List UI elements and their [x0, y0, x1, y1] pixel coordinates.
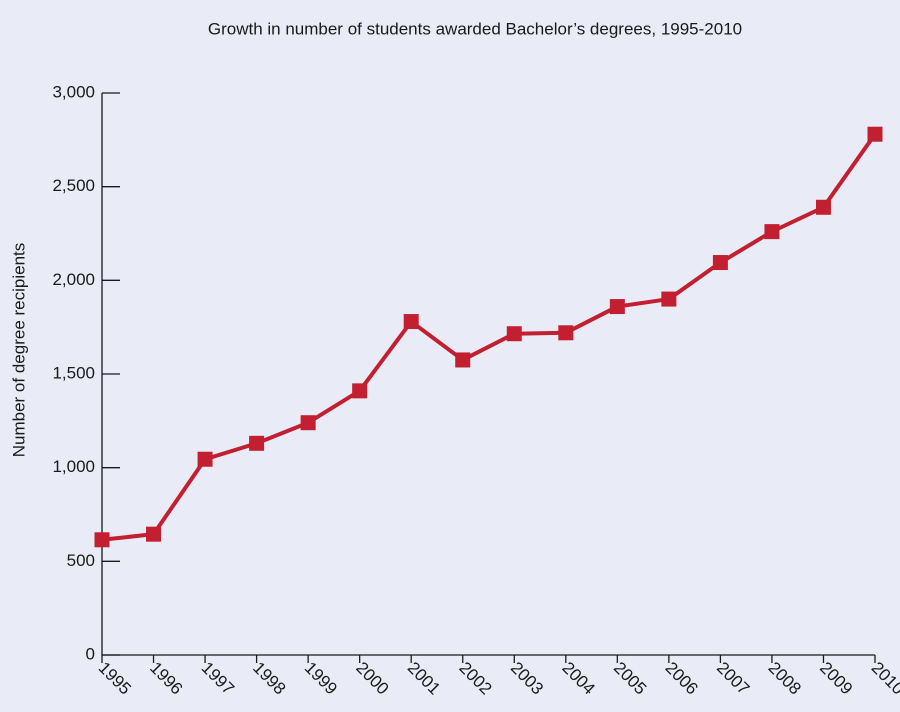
- y-tick-label: 0: [86, 644, 95, 663]
- x-tick-label: 1999: [301, 658, 341, 698]
- point: [558, 325, 574, 341]
- x-tick-label: 2008: [765, 658, 805, 698]
- y-tick-label: 1,500: [52, 363, 95, 382]
- point: [815, 199, 831, 215]
- x-tick-label: 2002: [455, 658, 495, 698]
- point: [455, 352, 471, 368]
- point: [146, 526, 162, 542]
- x-tick-label: 1998: [249, 658, 289, 698]
- x-tick-label: 1997: [198, 658, 238, 698]
- x-tick-label: 2003: [507, 658, 547, 698]
- y-tick-label: 2,000: [52, 270, 95, 289]
- x-tick-label: 2010: [868, 658, 900, 698]
- y-tick-label: 3,000: [52, 82, 95, 101]
- y-tick-label: 2,500: [52, 176, 95, 195]
- series-line: [101, 133, 877, 542]
- y-tick-label: 500: [67, 551, 95, 570]
- point: [609, 299, 625, 315]
- point: [764, 224, 780, 240]
- x-tick-label: 2009: [816, 658, 856, 698]
- chart-title: Growth in number of students awarded Bac…: [208, 19, 742, 38]
- point: [712, 255, 728, 271]
- x-tick-label: 2004: [558, 658, 598, 698]
- x-tick-label: 1995: [95, 658, 135, 698]
- point: [94, 532, 110, 548]
- point: [661, 291, 677, 307]
- x-tick-label: 2007: [713, 658, 753, 698]
- point: [352, 383, 368, 399]
- x-tick-label: 2000: [352, 658, 392, 698]
- point: [197, 451, 213, 467]
- point: [300, 415, 316, 431]
- point: [867, 126, 883, 142]
- x-tick-label: 2006: [661, 658, 701, 698]
- point: [249, 435, 265, 451]
- y-axis-label: Number of degree recipients: [9, 243, 28, 458]
- point: [403, 314, 419, 330]
- x-tick-label: 2005: [610, 658, 650, 698]
- y-tick-label: 1,000: [52, 457, 95, 476]
- x-tick-label: 1996: [146, 658, 186, 698]
- x-tick-label: 2001: [404, 658, 444, 698]
- point: [506, 326, 522, 342]
